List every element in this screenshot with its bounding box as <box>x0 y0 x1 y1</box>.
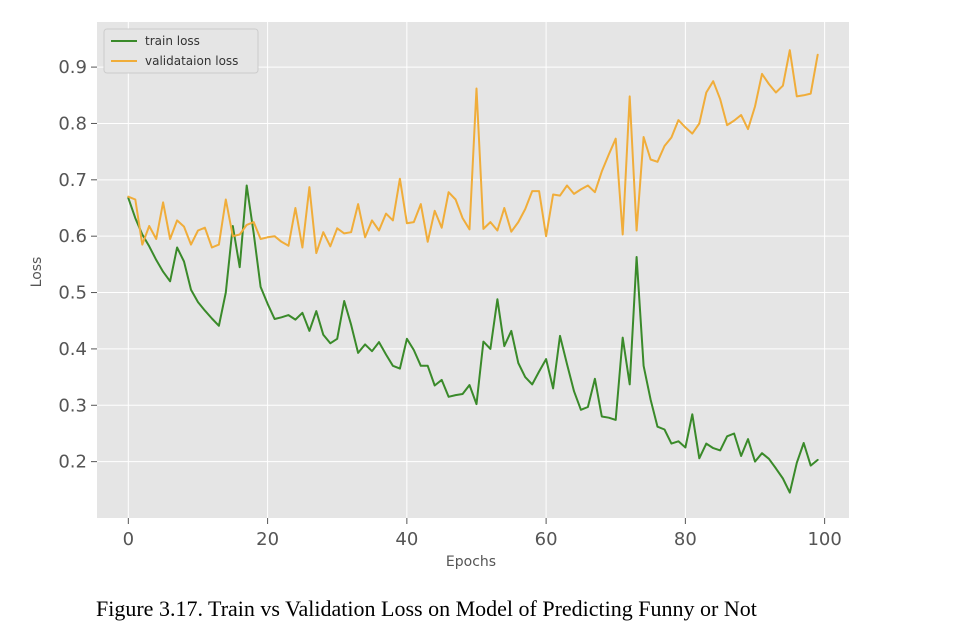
series-line-train-loss <box>127 184 819 494</box>
x-tick-label: 40 <box>395 529 418 550</box>
y-tick-label: 0.6 <box>58 226 87 247</box>
x-tick-label: 60 <box>535 529 558 550</box>
x-axis-label: Epochs <box>446 554 496 570</box>
y-tick-label: 0.2 <box>58 452 87 473</box>
axis-ticks: 0.2 0.3 0.4 0.5 0.6 0.7 0.8 0.9 0 20 40 60 80 100 <box>58 57 841 550</box>
y-tick-label: 0.5 <box>58 283 87 304</box>
legend-label-train-loss: train loss <box>145 34 200 48</box>
y-tick-label: 0.9 <box>58 57 87 78</box>
x-tick-label: 80 <box>674 529 697 550</box>
series-line-validation-loss <box>127 49 819 255</box>
y-tick-label: 0.4 <box>58 339 87 360</box>
figure-caption: Figure 3.17. Train vs Validation Loss on… <box>96 596 757 621</box>
legend-box <box>103 28 259 74</box>
legend: train loss validataion loss <box>103 28 259 74</box>
plot-area <box>97 22 849 518</box>
x-tick-label: 20 <box>256 529 279 550</box>
legend-label-validation-loss: validataion loss <box>145 54 238 68</box>
x-tick-label: 100 <box>807 529 841 550</box>
y-axis-label: Loss <box>29 257 45 288</box>
y-tick-label: 0.8 <box>58 113 87 134</box>
series-lines <box>127 49 819 494</box>
y-tick-label: 0.7 <box>58 170 87 191</box>
y-tick-label: 0.3 <box>58 395 87 416</box>
x-tick-label: 0 <box>123 529 134 550</box>
loss-chart: 0.2 0.3 0.4 0.5 0.6 0.7 0.8 0.9 0 20 40 60 80 100 Epo… <box>29 22 849 570</box>
